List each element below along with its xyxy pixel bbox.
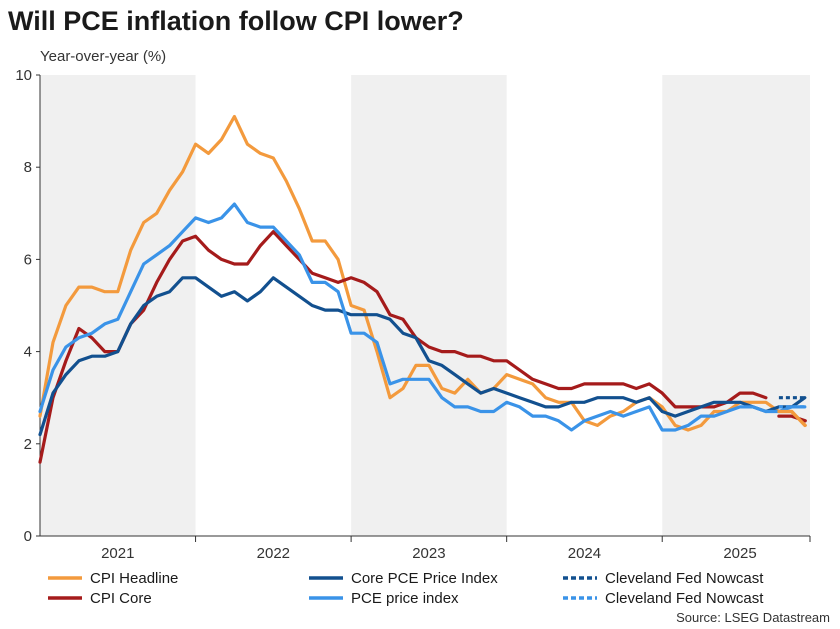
legend-label: Cleveland Fed Nowcast	[605, 570, 764, 587]
x-tick-label: 2021	[101, 545, 134, 562]
y-tick-label: 2	[24, 436, 32, 453]
series-line-pce-price-index-3	[38, 202, 807, 432]
x-tick-label: 2022	[257, 545, 290, 562]
series-line-cpi-headline-recent--7	[777, 409, 807, 427]
y-tick-label: 6	[24, 251, 32, 268]
legend-label: Cleveland Fed Nowcast	[605, 590, 764, 607]
y-tick-label: 10	[15, 67, 32, 84]
series-line-cpi-headline-0	[38, 114, 807, 432]
y-tick-label: 4	[24, 344, 32, 361]
year-shading	[40, 75, 810, 536]
shade-band-2023	[351, 75, 507, 536]
shade-band-2025	[662, 75, 810, 536]
legend-label: Core PCE Price Index	[351, 570, 498, 587]
y-tick-label: 8	[24, 159, 32, 176]
series-line-core-pce-price-index-2	[38, 276, 807, 437]
y-axis: 0 2 4 6 8 10	[15, 67, 40, 545]
series-lines	[38, 114, 807, 464]
legend-label: PCE price index	[351, 590, 459, 607]
x-axis: 2021 2022 2023 2024 2025	[101, 536, 811, 562]
legend: CPI Headline CPI Core Core PCE Price Index…	[48, 570, 764, 607]
legend-label: CPI Headline	[90, 570, 178, 587]
chart-title: Will PCE inflation follow CPI lower?	[8, 6, 464, 36]
series-line-cpi-core-1	[38, 230, 768, 464]
source-note: Source: LSEG Datastream	[676, 610, 830, 625]
legend-label: CPI Core	[90, 590, 152, 607]
chart-subtitle: Year-over-year (%)	[40, 48, 166, 65]
shade-band-2021	[40, 75, 196, 536]
y-tick-label: 0	[24, 528, 32, 545]
x-tick-label: 2023	[412, 545, 445, 562]
x-tick-label: 2025	[723, 545, 756, 562]
x-tick-label: 2024	[568, 545, 601, 562]
